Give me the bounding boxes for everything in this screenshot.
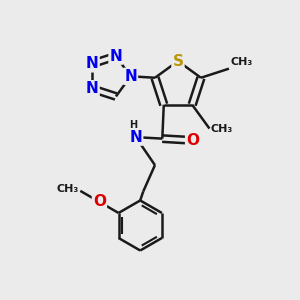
Text: H: H	[129, 120, 137, 130]
Text: O: O	[186, 133, 199, 148]
Text: N: N	[124, 69, 137, 84]
Text: CH₃: CH₃	[57, 184, 79, 194]
Text: CH₃: CH₃	[211, 124, 233, 134]
Text: N: N	[86, 56, 99, 71]
Text: CH₃: CH₃	[230, 57, 253, 67]
Text: N: N	[86, 81, 99, 96]
Text: O: O	[93, 194, 106, 209]
Text: N: N	[129, 130, 142, 145]
Text: N: N	[110, 49, 122, 64]
Text: S: S	[172, 54, 184, 69]
